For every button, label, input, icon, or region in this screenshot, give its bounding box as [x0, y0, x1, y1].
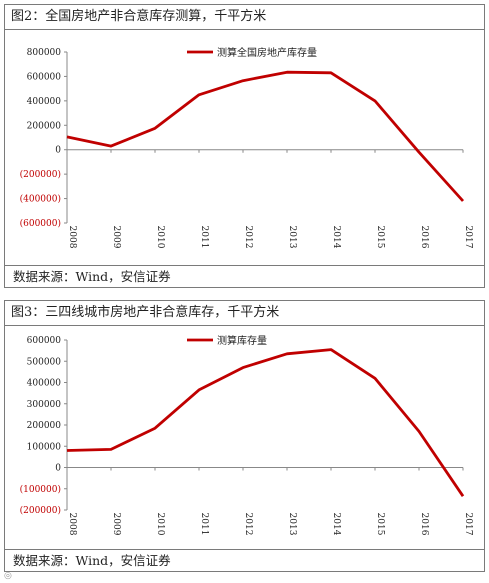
y-tick-label: 0	[55, 464, 61, 474]
x-tick-label: 2011	[199, 513, 209, 536]
y-tick-label: 200000	[27, 121, 62, 131]
x-tick-label: 2016	[419, 513, 429, 536]
y-tick-label: 600000	[27, 336, 62, 346]
y-tick-label: 100000	[27, 442, 62, 452]
x-tick-label: 2009	[111, 513, 121, 536]
chart-panel-2: 图3：三四线城市房地产非合意库存，千平方米 600000 500000 400000…	[4, 300, 485, 572]
x-tick-label: 2017	[463, 226, 473, 249]
x-tick-label: 2015	[375, 226, 385, 249]
y-tick-label: 800000	[27, 48, 62, 58]
watermark: ◎	[4, 571, 12, 581]
x-tick-label: 2015	[375, 513, 385, 536]
y-tick-label: 500000	[27, 357, 62, 367]
x-tick-label: 2012	[243, 226, 253, 249]
x-tick-label: 2013	[287, 513, 297, 536]
y-tick-label: 600000	[27, 72, 62, 82]
chart-source: 数据来源：Wind，安信证券	[5, 549, 484, 572]
legend-label: 测算库存量	[217, 334, 267, 347]
x-tick-label: 2013	[287, 226, 297, 249]
chart-title: 图2：全国房地产非合意库存测算，千平方米	[5, 5, 484, 30]
series-line	[66, 348, 465, 497]
y-tick-label: (100000)	[20, 484, 61, 495]
x-tick-label: 2016	[419, 226, 429, 249]
y-tick-label: 200000	[27, 421, 62, 431]
x-tick-label: 2008	[67, 226, 77, 249]
x-tick-label: 2010	[155, 513, 165, 536]
y-tick-label: (600000)	[20, 218, 61, 229]
x-tick-label: 2012	[243, 513, 253, 536]
y-tick-label: 400000	[27, 97, 62, 107]
legend-label: 测算全国房地产库存量	[217, 46, 317, 59]
y-tick-label: (200000)	[20, 169, 61, 180]
x-tick-label: 2017	[463, 513, 473, 536]
line-chart-national: 800000 600000 400000 200000 0 (200000) (400000…	[20, 46, 473, 249]
line-chart-tier34: 600000 500000 400000 300000 200000 100000 0 (10…	[20, 334, 473, 536]
x-tick-label: 2008	[67, 513, 77, 536]
x-tick-label: 2011	[199, 226, 209, 249]
x-tick-label: 2014	[331, 226, 341, 249]
x-tick-label: 2014	[331, 513, 341, 536]
x-tick-label: 2010	[155, 226, 165, 249]
series-line	[66, 70, 465, 202]
y-tick-label: 300000	[27, 400, 62, 410]
chart-title: 图3：三四线城市房地产非合意库存，千平方米	[5, 301, 484, 326]
y-tick-label: (400000)	[20, 194, 61, 205]
chart-source: 数据来源：Wind，安信证券	[5, 265, 484, 288]
chart-panel-1: 图2：全国房地产非合意库存测算，千平方米 800000 600000 400000 2…	[4, 4, 485, 288]
x-tick-label: 2009	[111, 226, 121, 249]
y-tick-label: 0	[55, 146, 61, 156]
y-tick-label: (200000)	[20, 505, 61, 516]
y-tick-label: 400000	[27, 379, 62, 389]
